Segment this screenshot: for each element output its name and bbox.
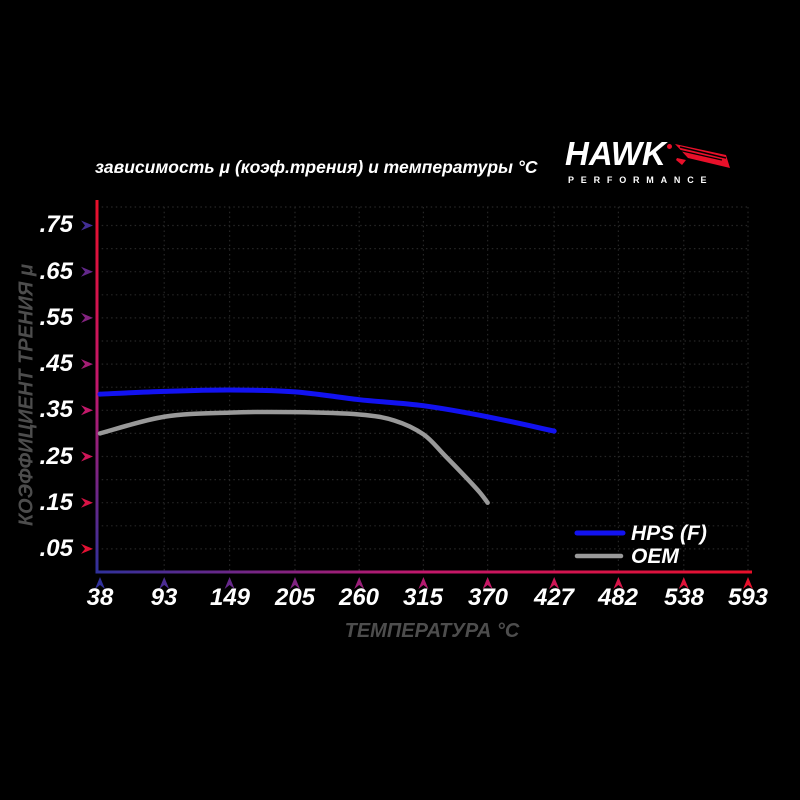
x-tick-label: 593	[727, 584, 769, 611]
x-axis-title: ТЕМПЕРАТУРА °C	[344, 620, 520, 642]
legend-label-oem: OEM	[631, 545, 679, 568]
y-tick-label: .75	[39, 211, 73, 238]
y-tick-label: .35	[39, 396, 73, 423]
x-tick-label: 93	[150, 584, 178, 611]
x-tick-label: 260	[338, 584, 380, 611]
y-axis-title: КОЭФФИЦИЕНТ ТРЕНИЯ μ	[15, 263, 38, 527]
y-tick-label: .55	[39, 304, 73, 331]
x-tick-label: 38	[86, 584, 114, 611]
x-tick-label: 482	[597, 584, 639, 611]
hawk-logo-wordmark: HAWK	[565, 135, 666, 172]
hawk-wing-icon	[674, 144, 730, 168]
y-tick-label: .05	[39, 535, 73, 562]
hawk-logo-performance: PERFORMANCE	[568, 175, 714, 185]
y-tick-label: .25	[39, 443, 73, 470]
registered-mark-dot	[666, 144, 672, 149]
x-tick-label: 149	[209, 584, 251, 611]
y-tick-label: .15	[39, 489, 73, 516]
x-tick-label: 205	[274, 584, 316, 611]
hawk-logo: HAWK PERFORMANCE	[565, 135, 765, 196]
legend-label-hps: HPS (F)	[631, 522, 707, 545]
x-tick-label: 315	[402, 584, 444, 611]
y-tick-label: .65	[39, 258, 73, 285]
y-tick-label: .45	[39, 350, 73, 377]
chart-title: зависимость μ (коэф.трения) и температур…	[95, 157, 538, 177]
x-tick-label: 427	[533, 584, 575, 611]
x-tick-label: 370	[467, 584, 509, 611]
x-tick-label: 538	[663, 584, 705, 611]
